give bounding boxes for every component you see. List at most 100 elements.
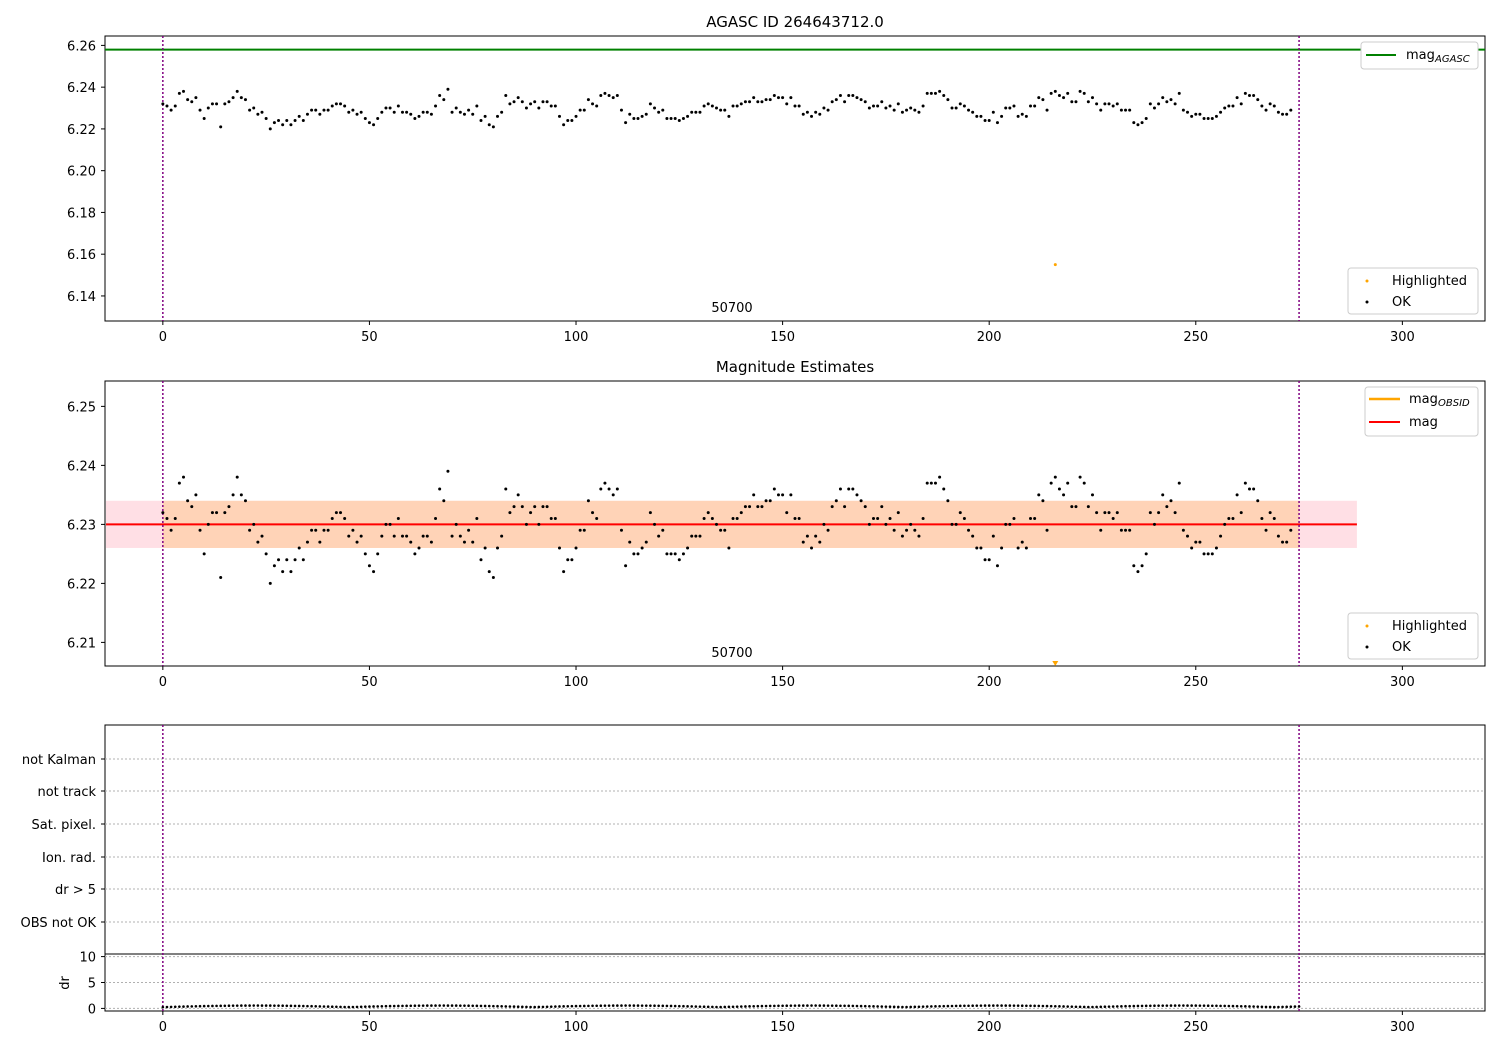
dr-point xyxy=(326,1005,330,1008)
ok-point xyxy=(545,100,549,104)
dr-point xyxy=(992,1004,995,1007)
dr-point xyxy=(847,1004,851,1008)
dr-point xyxy=(607,1004,611,1007)
dr-point xyxy=(1115,1005,1119,1008)
dr-point xyxy=(1177,1004,1181,1007)
ok-point xyxy=(847,487,851,491)
dr-point xyxy=(756,1004,760,1008)
panel2-y-tick-label: 6.21 xyxy=(67,636,96,651)
ok-point xyxy=(1210,552,1214,556)
dr-point xyxy=(632,1004,636,1007)
ok-point xyxy=(1223,522,1227,526)
ok-point xyxy=(946,499,950,503)
ok-point xyxy=(582,528,586,532)
panel2-legend-mag-label: mag xyxy=(1409,415,1438,430)
ok-point xyxy=(471,540,475,544)
panel2-title: Magnitude Estimates xyxy=(716,358,874,376)
dr-point xyxy=(215,1004,218,1008)
ok-point xyxy=(681,116,685,120)
ok-point xyxy=(863,505,867,509)
ok-point xyxy=(756,100,760,104)
dr-point xyxy=(347,1005,351,1009)
dr-point xyxy=(872,1005,875,1008)
ok-point xyxy=(1012,104,1016,108)
ok-point xyxy=(202,116,206,120)
ok-point xyxy=(669,552,673,556)
ok-point xyxy=(772,94,776,98)
dr-point xyxy=(901,1005,904,1009)
ok-point xyxy=(1210,116,1214,120)
dr-point xyxy=(797,1004,801,1007)
ok-point xyxy=(504,487,508,491)
dr-point xyxy=(863,1004,867,1008)
ok-point xyxy=(669,116,673,120)
ok-point xyxy=(190,505,194,509)
dr-point xyxy=(752,1004,755,1008)
ok-point xyxy=(165,516,169,520)
ok-point xyxy=(830,505,834,509)
ok-point xyxy=(599,94,603,98)
dr-point xyxy=(835,1004,838,1007)
ok-point xyxy=(512,505,516,509)
ok-point xyxy=(954,522,958,526)
dr-point xyxy=(281,1004,284,1008)
ok-point xyxy=(822,522,826,526)
ok-point xyxy=(950,106,954,110)
ok-point xyxy=(1082,91,1086,95)
dr-point xyxy=(1227,1004,1231,1008)
ok-point xyxy=(872,516,876,520)
ok-point xyxy=(256,540,260,544)
dr-point xyxy=(1169,1004,1173,1007)
ok-point xyxy=(1020,112,1024,116)
dr-point xyxy=(1074,1005,1078,1009)
ok-point xyxy=(574,546,578,550)
ok-point xyxy=(454,522,458,526)
ok-point xyxy=(1144,552,1148,556)
ok-point xyxy=(665,116,669,120)
dr-point xyxy=(1268,1005,1272,1009)
ok-point xyxy=(318,540,322,544)
ok-point xyxy=(496,546,500,550)
dr-point xyxy=(876,1005,879,1008)
dr-point xyxy=(1219,1004,1222,1008)
ok-point xyxy=(1289,108,1293,112)
ok-point xyxy=(177,91,181,95)
dr-point xyxy=(868,1004,871,1008)
ok-point xyxy=(429,112,433,116)
ok-point xyxy=(591,511,595,515)
ok-point xyxy=(1024,114,1028,118)
ok-point xyxy=(355,112,359,116)
ok-point xyxy=(169,528,173,532)
ok-point xyxy=(475,516,479,520)
ok-point xyxy=(529,102,533,106)
panel1-x-tick-label: 150 xyxy=(770,330,795,345)
ok-point xyxy=(454,106,458,110)
ok-point xyxy=(872,104,876,108)
ok-point xyxy=(834,98,838,102)
ok-point xyxy=(644,112,648,116)
dr-point xyxy=(252,1004,256,1007)
ok-point xyxy=(1252,94,1256,98)
dr-point xyxy=(380,1004,384,1008)
ok-point xyxy=(1243,91,1247,95)
ok-point xyxy=(260,534,264,538)
dr-point xyxy=(1231,1004,1235,1008)
dr-point xyxy=(975,1004,979,1007)
ok-point xyxy=(1181,108,1185,112)
ok-point xyxy=(471,112,475,116)
dr-point xyxy=(839,1004,842,1008)
dr-point xyxy=(983,1004,987,1007)
ok-point xyxy=(921,104,925,108)
dr-point xyxy=(1037,1004,1041,1008)
panel2-y-tick-label: 6.23 xyxy=(67,518,96,533)
dr-point xyxy=(268,1004,272,1007)
ok-point xyxy=(425,534,429,538)
dr-point xyxy=(987,1004,991,1007)
panel1-y-tick-label: 6.24 xyxy=(67,81,96,96)
dr-point xyxy=(487,1004,491,1008)
ok-point xyxy=(706,511,710,515)
dr-point xyxy=(467,1004,470,1008)
ok-point xyxy=(1190,114,1194,118)
ok-point xyxy=(1140,121,1144,125)
dr-point xyxy=(649,1004,652,1007)
